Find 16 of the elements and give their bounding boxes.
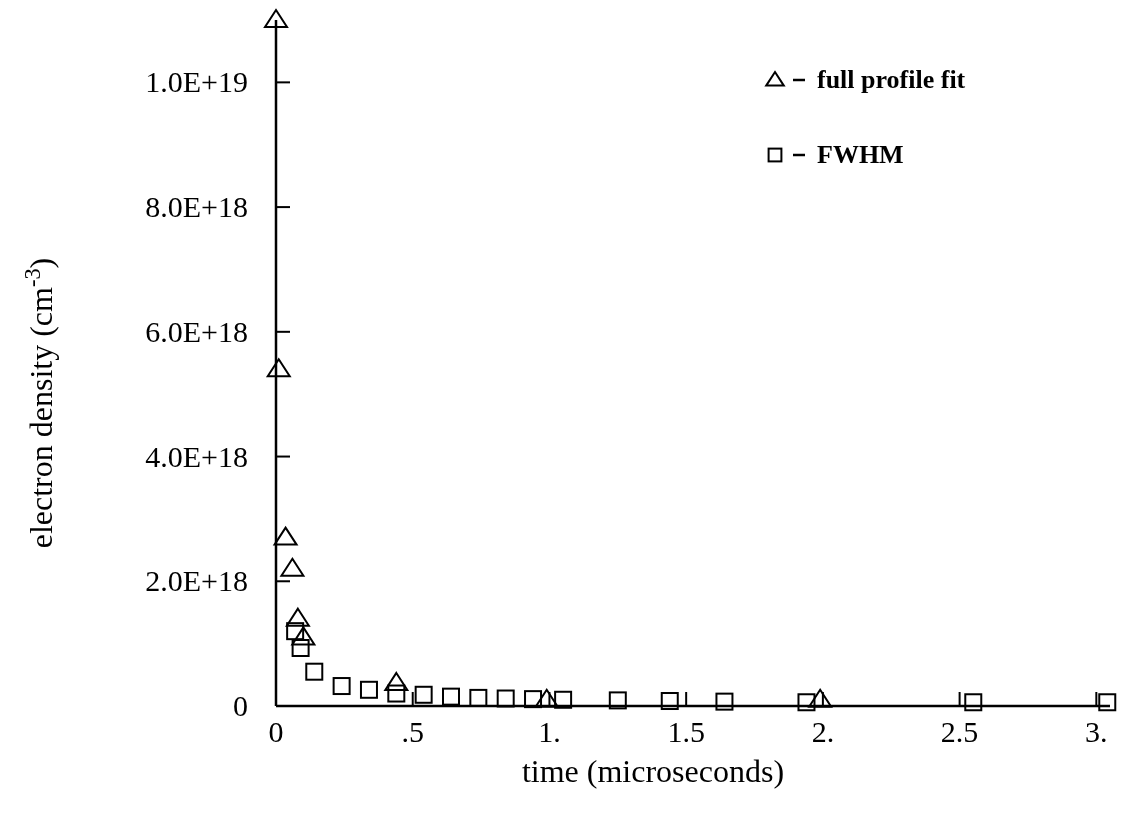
- x-axis-title: time (microseconds): [521, 753, 785, 789]
- y-tick-label: 0: [233, 689, 248, 722]
- y-tick-label: 8.0E+18: [145, 190, 248, 224]
- x-tick-label: 2.5: [940, 715, 979, 748]
- x-tick-label: 3.: [1085, 715, 1108, 748]
- y-tick-label: 1.0E+19: [145, 65, 248, 99]
- legend-label: full profile fit: [817, 65, 966, 94]
- x-tick-label: 1.: [538, 715, 561, 748]
- y-tick-label: 4.0E+18: [145, 439, 248, 473]
- y-tick-label: 6.0E+18: [145, 314, 248, 348]
- x-tick-label: 1.5: [667, 715, 705, 748]
- x-tick-label: .5: [401, 715, 424, 748]
- y-tick-label: 2.0E+18: [145, 564, 248, 598]
- x-tick-label: 2.: [811, 715, 835, 748]
- legend-label: FWHM: [817, 140, 904, 169]
- x-tick-label: 0: [268, 715, 284, 748]
